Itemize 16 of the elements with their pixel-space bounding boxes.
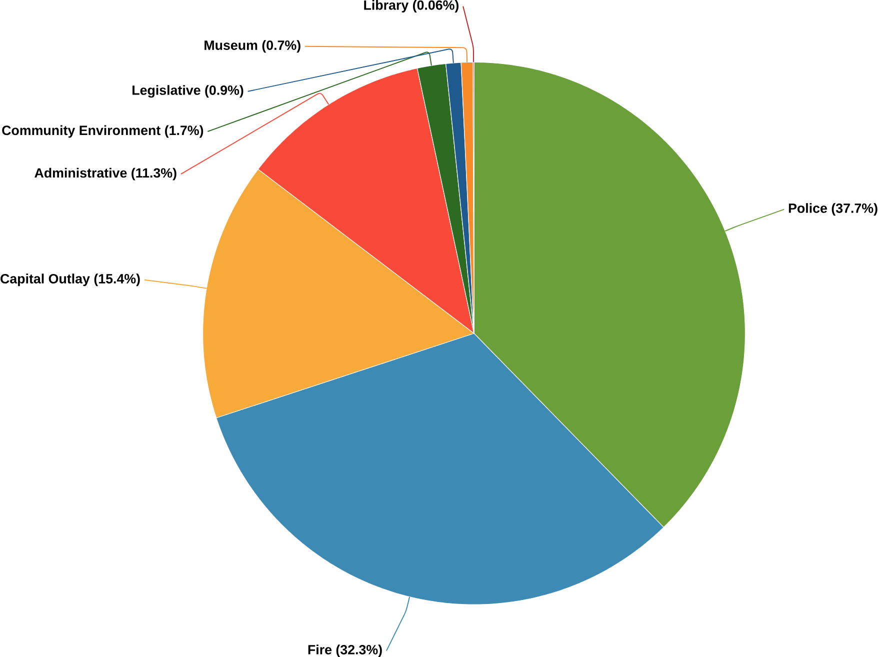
data-label: (0.06%) bbox=[412, 0, 459, 12]
data-label: (32.3%) bbox=[336, 644, 382, 657]
slice-label: Fire bbox=[308, 644, 332, 654]
slice-label: Capital Outlay bbox=[0, 274, 90, 286]
data-label: (1.7%) bbox=[165, 125, 204, 138]
slice-label: Community Environment bbox=[2, 125, 160, 138]
data-label: (11.3%) bbox=[132, 168, 176, 180]
data-label: (37.7%) bbox=[832, 203, 878, 216]
slice-label: Administrative bbox=[34, 168, 127, 178]
slice-label: Library bbox=[364, 0, 409, 12]
slice-label: Police bbox=[788, 203, 827, 213]
data-label: (15.4%) bbox=[94, 274, 140, 286]
slice-label: Legislative bbox=[132, 85, 200, 98]
data-label: (0.9%) bbox=[205, 85, 244, 98]
data-label: (0.7%) bbox=[262, 40, 300, 53]
slice-label: Museum bbox=[204, 40, 258, 50]
